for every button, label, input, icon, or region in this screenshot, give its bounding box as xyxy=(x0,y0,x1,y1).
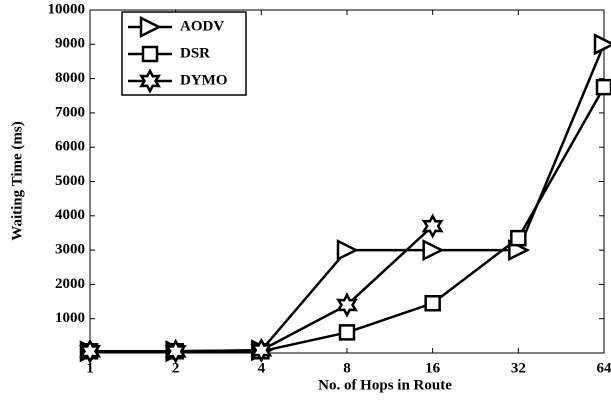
marker xyxy=(593,33,611,56)
legend-label: AODV xyxy=(180,18,224,34)
legend-marker xyxy=(141,45,159,63)
x-tick-label: 8 xyxy=(343,360,351,376)
series-line xyxy=(90,225,434,353)
x-tick-label: 32 xyxy=(511,360,526,376)
x-tick-label: 2 xyxy=(172,360,180,376)
marker xyxy=(250,337,273,363)
y-tick-label: 9000 xyxy=(55,36,85,52)
marker xyxy=(424,295,441,312)
marker xyxy=(595,78,611,96)
y-tick-label: 8000 xyxy=(55,70,85,86)
marker xyxy=(336,239,359,262)
legend-marker xyxy=(139,68,161,94)
marker xyxy=(421,213,444,239)
y-tick-label: 4000 xyxy=(55,207,85,223)
y-tick-label: 1000 xyxy=(55,310,85,326)
x-tick-label: 1 xyxy=(86,360,94,376)
x-tick-label: 16 xyxy=(425,360,441,376)
marker xyxy=(338,324,356,341)
marker xyxy=(510,229,527,247)
y-tick-label: 2000 xyxy=(55,276,85,292)
y-tick-label: 3000 xyxy=(55,242,85,258)
marker xyxy=(79,338,101,364)
x-tick-label: 4 xyxy=(258,360,266,376)
y-tick-label: 7000 xyxy=(55,104,85,120)
legend-label: DYMO xyxy=(180,72,228,88)
y-axis-label: Waiting Time (ms) xyxy=(9,121,25,240)
legend-label: DSR xyxy=(180,45,210,61)
x-tick-label: 64 xyxy=(597,360,611,376)
marker xyxy=(336,292,358,318)
x-axis-label: No. of Hops in Route xyxy=(318,377,452,393)
marker xyxy=(422,239,445,262)
y-tick-label: 6000 xyxy=(55,139,85,155)
legend-marker xyxy=(139,15,162,39)
y-tick-label: 5000 xyxy=(55,173,85,189)
y-tick-label: 10000 xyxy=(48,1,86,17)
marker xyxy=(164,338,187,364)
